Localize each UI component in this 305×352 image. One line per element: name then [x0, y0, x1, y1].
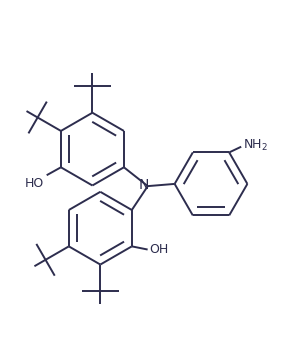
Text: N: N [139, 178, 149, 192]
Text: HO: HO [25, 177, 44, 190]
Text: OH: OH [149, 243, 168, 256]
Text: NH$_2$: NH$_2$ [243, 138, 268, 153]
